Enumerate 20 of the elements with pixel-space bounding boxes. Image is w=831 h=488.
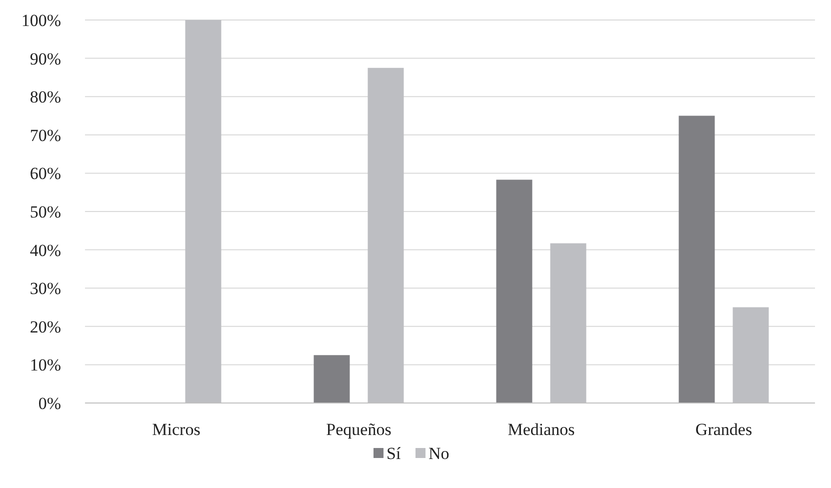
- legend-label: No: [428, 444, 450, 463]
- y-tick-label: 100%: [21, 10, 61, 30]
- y-tick-label: 60%: [30, 164, 61, 184]
- y-tick-label: 30%: [30, 279, 61, 298]
- y-tick-label: 40%: [30, 240, 61, 260]
- x-tick-label: Medianos: [508, 420, 575, 439]
- y-tick-label: 90%: [30, 49, 61, 68]
- bar: [678, 116, 715, 403]
- y-tick-label: 20%: [30, 317, 61, 336]
- y-tick-label: 50%: [30, 202, 61, 222]
- bar: [314, 355, 350, 403]
- x-tick-label: Pequeños: [326, 420, 392, 439]
- x-tick-label: Micros: [152, 420, 200, 439]
- x-tick-label: Grandes: [695, 420, 752, 439]
- bar: [496, 180, 532, 403]
- y-tick-label: 80%: [30, 88, 61, 107]
- y-tick-label: 0%: [38, 394, 61, 413]
- y-tick-label: 70%: [30, 126, 61, 145]
- y-tick-label: 10%: [30, 356, 61, 375]
- legend-label: Sí: [386, 444, 401, 463]
